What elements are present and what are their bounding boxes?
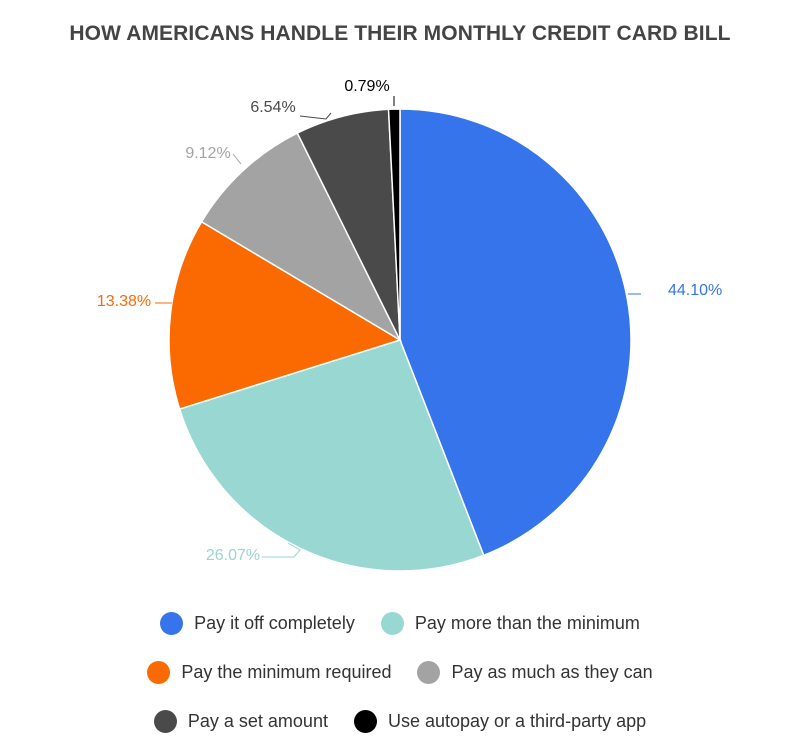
chart-title: HOW AMERICANS HANDLE THEIR MONTHLY CREDI…: [69, 22, 731, 45]
legend-row: Pay the minimum required Pay as much as t…: [0, 661, 800, 684]
legend-label: Pay a set amount: [187, 711, 328, 731]
legend-label: Pay it off completely: [194, 613, 355, 633]
data-label-4: 9.12%: [185, 145, 230, 162]
pie-slice-6: [387, 108, 401, 341]
legend-item: Pay a set amount: [153, 710, 328, 733]
legend-label: Pay more than the minimum: [414, 613, 640, 633]
legend-row: Pay a set amount Use autopay or a third-p…: [0, 710, 800, 733]
legend-item: Pay the minimum required: [147, 661, 391, 684]
legend-swatch: [353, 710, 377, 733]
legend-label: Pay the minimum required: [181, 662, 392, 682]
legend-swatch: [417, 661, 441, 684]
data-label-3: 13.38%: [97, 293, 151, 310]
legend-swatch: [380, 612, 404, 635]
pie-slice-1: [399, 108, 632, 557]
legend-swatch: [153, 710, 177, 733]
legend-item: Pay it off completely: [160, 612, 355, 635]
legend-swatch: [147, 661, 171, 684]
leader-line-5: [299, 112, 332, 120]
leader-line-4: [232, 153, 242, 165]
legend-swatch: [160, 612, 184, 635]
pie-slice-2: [178, 339, 485, 572]
pie-slice-3: [168, 220, 402, 410]
data-label-1: 44.10%: [668, 282, 722, 299]
leader-line-2: [262, 542, 301, 558]
pie-slice-4: [200, 132, 402, 342]
legend-row: Pay it off completely Pay more than the m…: [0, 612, 800, 635]
data-label-6: 0.79%: [344, 78, 389, 95]
data-label-2: 26.07%: [206, 547, 260, 564]
legend-item: Pay more than the minimum: [380, 612, 640, 635]
legend-label: Use autopay or a third-party app: [387, 711, 647, 731]
legend-label: Pay as much as they can: [451, 662, 653, 682]
data-label-5: 6.54%: [250, 99, 295, 116]
pie-chart: 44.10% 26.07% 13.38% 9.12% 6.54% 0.79%: [97, 78, 722, 572]
legend-item: Pay as much as they can: [417, 661, 653, 684]
legend-item: Use autopay or a third-party app: [353, 710, 647, 733]
